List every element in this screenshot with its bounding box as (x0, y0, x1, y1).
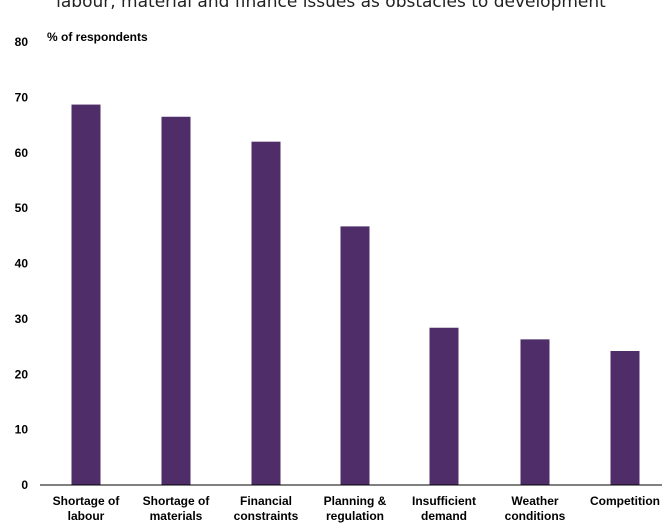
x-tick-label: Shortage of materials (143, 494, 211, 523)
x-tick-label: Planning & regulation (324, 494, 387, 523)
y-tick-label: 10 (15, 423, 29, 437)
bar (71, 104, 101, 485)
bars (71, 104, 640, 486)
x-tick-label: Financial constraints (234, 494, 299, 523)
x-tick-label: Insufficient demand (412, 494, 476, 523)
bar (251, 141, 281, 486)
y-tick-label: 30 (15, 312, 29, 326)
y-tick-label: 40 (15, 257, 29, 271)
y-ticks: 0 10 20 30 40 50 60 70 80 (15, 35, 29, 492)
x-tick-label: Competition (590, 494, 660, 508)
category-labels: Shortage of labour Shortage of materials Fin… (53, 494, 660, 523)
y-tick-label: 20 (15, 367, 29, 381)
bar (520, 339, 550, 485)
bar (429, 327, 459, 485)
y-tick-label: 70 (15, 90, 29, 104)
y-tick-label: 80 (15, 35, 29, 49)
x-tick-label: Shortage of labour (53, 494, 121, 523)
y-axis-label: % of respondents (47, 30, 148, 44)
chart-title: labour, material and finance issues as o… (56, 0, 606, 12)
y-tick-label: 50 (15, 201, 29, 215)
bar (161, 116, 191, 485)
y-tick-label: 60 (15, 146, 29, 160)
x-tick-label: Weather conditions (505, 494, 566, 523)
bar (610, 350, 640, 485)
y-tick-label: 0 (21, 478, 28, 492)
bar (340, 226, 370, 485)
